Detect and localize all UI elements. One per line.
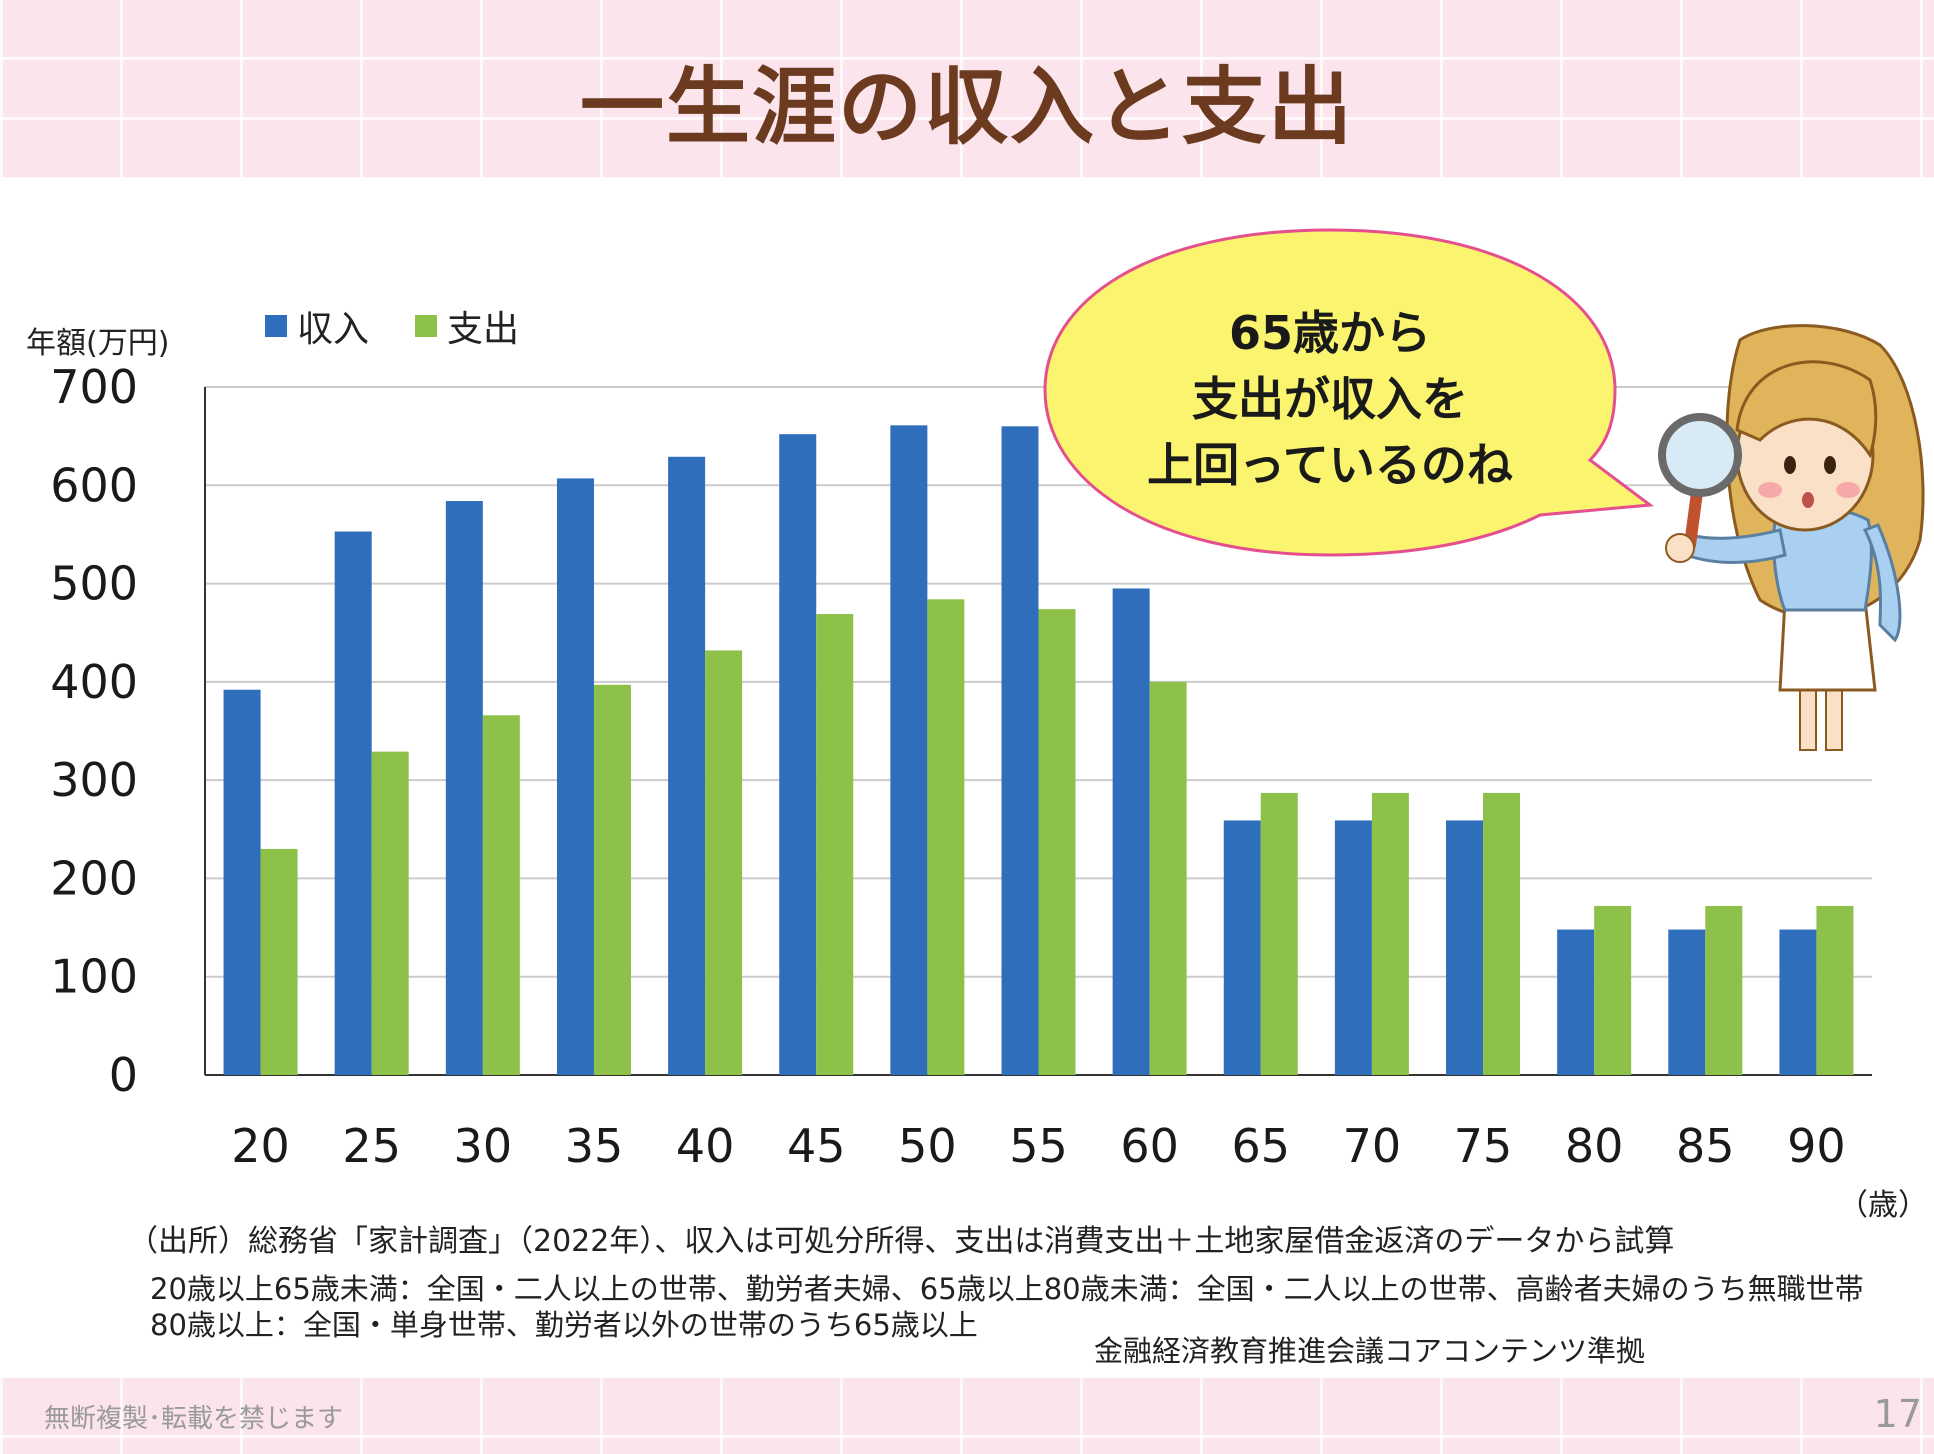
bar-expense-80 xyxy=(1594,905,1632,1075)
x-tick-label: 20 xyxy=(231,1119,290,1173)
legend-item-expense: 支出 xyxy=(415,300,519,352)
x-tick-label: 40 xyxy=(676,1119,735,1173)
page-title: 一生涯の収入と支出 xyxy=(579,58,1354,156)
core-content-note: 金融経済教育推進会議コアコンテンツ準拠 xyxy=(1094,1334,1646,1368)
bar-income-60 xyxy=(1112,588,1150,1075)
x-tick-label: 55 xyxy=(1009,1119,1068,1173)
bar-income-65 xyxy=(1223,820,1261,1075)
bar-income-25 xyxy=(334,531,372,1075)
legend: 収入 支出 xyxy=(265,300,519,352)
bar-expense-35 xyxy=(593,684,631,1075)
bubble-line-1: 65歳から xyxy=(1228,306,1431,360)
bubble-line-3: 上回っているのね xyxy=(1147,438,1513,492)
bar-income-75 xyxy=(1446,820,1484,1075)
y-tick-label: 700 xyxy=(50,360,138,414)
header-band xyxy=(0,0,1934,178)
source-note: （出所）総務省「家計調査」（2022年）、収入は可処分所得、支出は消費支出＋土地… xyxy=(128,1224,1675,1259)
y-tick-label: 600 xyxy=(50,458,138,512)
bar-expense-70 xyxy=(1371,792,1409,1075)
bar-expense-90 xyxy=(1816,905,1854,1075)
cheek-right xyxy=(1836,482,1860,498)
bar-expense-50 xyxy=(927,599,965,1075)
hand-left xyxy=(1665,533,1695,563)
eye-right xyxy=(1824,456,1836,474)
bar-expense-75 xyxy=(1483,792,1521,1075)
household-note-1: 20歳以上65歳未満：全国・二人以上の世帯、勤労者夫婦、65歳以上80歳未満：全… xyxy=(150,1272,1864,1306)
y-tick-label: 300 xyxy=(50,753,138,807)
y-tick-label: 500 xyxy=(50,557,138,611)
footer-band xyxy=(0,1378,1934,1454)
bar-income-70 xyxy=(1334,820,1372,1075)
bar-expense-85 xyxy=(1705,905,1743,1075)
cheek-left xyxy=(1758,482,1782,498)
speech-bubble xyxy=(1043,228,1655,557)
bar-expense-65 xyxy=(1260,792,1298,1075)
bar-income-50 xyxy=(890,425,928,1075)
bar-expense-55 xyxy=(1038,609,1076,1075)
character-illustration xyxy=(1658,324,1925,751)
bar-expense-25 xyxy=(371,751,409,1075)
x-tick-label: 70 xyxy=(1343,1119,1402,1173)
bubble-line-2: 支出が収入を xyxy=(1192,372,1468,426)
bar-income-30 xyxy=(445,501,483,1075)
x-tick-label: 30 xyxy=(454,1119,513,1173)
bar-income-85 xyxy=(1668,929,1706,1075)
legend-label-expense: 支出 xyxy=(447,309,520,350)
x-tick-label: 90 xyxy=(1787,1119,1846,1173)
speech-bubble-text: 65歳から 支出が収入を 上回っているのね xyxy=(1100,300,1560,498)
bar-expense-60 xyxy=(1149,681,1187,1075)
skirt xyxy=(1778,598,1877,692)
arm-right xyxy=(1862,523,1902,643)
y-tick-label: 0 xyxy=(109,1048,138,1102)
arm-left xyxy=(1684,528,1787,564)
y-tick-label: 200 xyxy=(50,851,138,905)
hair-bangs xyxy=(1735,360,1878,459)
legend-label-income: 収入 xyxy=(297,309,370,350)
legend-item-income: 収入 xyxy=(265,300,369,352)
x-tick-label: 45 xyxy=(787,1119,846,1173)
x-tick-label: 25 xyxy=(342,1119,401,1173)
x-tick-label: 75 xyxy=(1454,1119,1513,1173)
page-number: 17 xyxy=(1873,1392,1922,1436)
bar-expense-40 xyxy=(705,650,743,1075)
mouth xyxy=(1802,492,1814,508)
x-tick-label: 50 xyxy=(898,1119,957,1173)
x-tick-label: 80 xyxy=(1565,1119,1624,1173)
y-tick-label: 100 xyxy=(50,950,138,1004)
x-tick-label: 85 xyxy=(1676,1119,1735,1173)
bar-expense-30 xyxy=(482,715,520,1075)
bar-income-55 xyxy=(1001,426,1039,1075)
eye-left xyxy=(1784,456,1796,474)
bar-income-90 xyxy=(1779,929,1817,1075)
bar-income-40 xyxy=(668,456,706,1076)
x-tick-label: 65 xyxy=(1231,1119,1290,1173)
household-note-2: 80歳以上：全国・単身世帯、勤労者以外の世帯のうち65歳以上 xyxy=(150,1308,978,1342)
x-tick-label: 35 xyxy=(565,1119,624,1173)
bar-expense-45 xyxy=(816,614,854,1075)
copyright-note: 無断複製･転載を禁じます xyxy=(44,1404,344,1434)
bar-income-35 xyxy=(556,478,594,1075)
x-tick-label: 60 xyxy=(1120,1119,1179,1173)
legend-swatch-income xyxy=(265,315,287,337)
bar-income-45 xyxy=(779,434,817,1076)
y-tick-label: 400 xyxy=(50,655,138,709)
bar-income-80 xyxy=(1557,929,1595,1075)
y-axis-unit: 年額(万円) xyxy=(26,326,170,361)
x-axis-unit: （歳） xyxy=(1838,1188,1928,1223)
bar-income-20 xyxy=(223,689,261,1075)
legend-swatch-expense xyxy=(415,315,438,337)
bar-expense-20 xyxy=(260,848,298,1075)
magnifier-icon xyxy=(1658,413,1742,497)
